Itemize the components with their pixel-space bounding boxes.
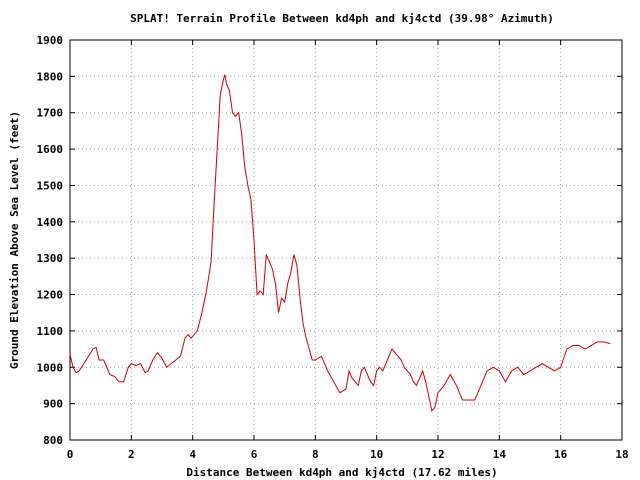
x-tick-label: 14 bbox=[493, 448, 507, 461]
y-axis-label: Ground Elevation Above Sea Level (feet) bbox=[8, 111, 21, 369]
y-tick-labels: 800 900 1000 1100 1200 1300 1400 1500 1600 1700 18… bbox=[37, 34, 64, 447]
x-tick-label: 0 bbox=[67, 448, 74, 461]
x-tick-label: 6 bbox=[251, 448, 258, 461]
x-tick-label: 8 bbox=[312, 448, 319, 461]
chart-title: SPLAT! Terrain Profile Between kd4ph and… bbox=[130, 12, 554, 25]
x-axis-label: Distance Between kd4ph and kj4ctd (17.62… bbox=[186, 466, 497, 479]
y-tick-label: 1900 bbox=[37, 34, 64, 47]
x-tick-label: 16 bbox=[554, 448, 568, 461]
axis-ticks bbox=[69, 39, 623, 441]
y-tick-label: 1100 bbox=[37, 325, 64, 338]
x-tick-labels: 0 2 4 6 8 10 12 14 16 18 bbox=[67, 448, 629, 461]
y-tick-label: 1300 bbox=[37, 252, 64, 265]
plot-frame bbox=[69, 39, 623, 441]
terrain-profile-line bbox=[69, 74, 611, 413]
y-tick-label: 1600 bbox=[37, 143, 64, 156]
x-tick-label: 10 bbox=[370, 448, 383, 461]
y-tick-label: 1700 bbox=[37, 107, 64, 120]
grid-lines bbox=[70, 40, 622, 440]
y-tick-label: 900 bbox=[43, 398, 63, 411]
y-tick-label: 1200 bbox=[37, 289, 64, 302]
x-tick-label: 12 bbox=[431, 448, 444, 461]
x-tick-label: 4 bbox=[189, 448, 196, 461]
x-tick-label: 18 bbox=[615, 448, 628, 461]
y-tick-label: 1500 bbox=[37, 179, 64, 192]
y-tick-label: 1000 bbox=[37, 361, 64, 374]
y-tick-label: 800 bbox=[43, 434, 63, 447]
y-tick-label: 1400 bbox=[37, 216, 64, 229]
y-tick-label: 1800 bbox=[37, 70, 64, 83]
x-tick-label: 2 bbox=[128, 448, 135, 461]
